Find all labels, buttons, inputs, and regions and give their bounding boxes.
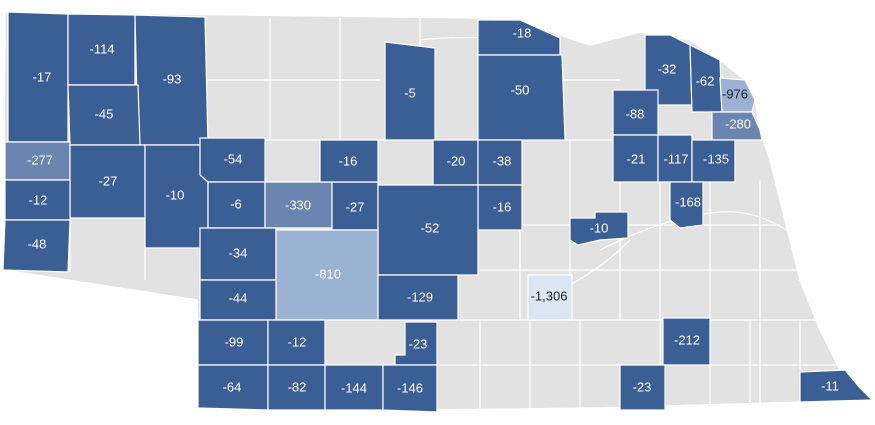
county-label-c40: -212 xyxy=(674,332,700,347)
county-label-c44: -146 xyxy=(397,380,423,395)
county-label-c14: -27 xyxy=(99,173,118,188)
county-c45[interactable] xyxy=(619,364,666,411)
county-label-c16: -48 xyxy=(28,236,47,251)
county-label-c34: -44 xyxy=(229,290,248,305)
county-label-c42: -82 xyxy=(288,379,307,394)
county-shapes xyxy=(2,11,874,413)
county-label-c17: -10 xyxy=(166,187,185,202)
county-label-c21: -27 xyxy=(346,199,365,214)
county-label-c39: -23 xyxy=(409,336,428,351)
county-label-c33: -810 xyxy=(315,266,341,281)
county-c7[interactable] xyxy=(477,54,566,141)
county-label-c36: -1,306 xyxy=(531,288,568,303)
county-label-c32: -34 xyxy=(229,245,248,260)
county-c29[interactable] xyxy=(691,139,736,183)
county-labels: -17 -114 -93 -45 -5 -18 -50 -32 -62 -976… xyxy=(27,25,839,395)
county-label-c6: -18 xyxy=(513,25,532,40)
county-c12[interactable] xyxy=(711,111,763,141)
county-label-c46: -11 xyxy=(821,378,839,393)
county-label-c15: -12 xyxy=(29,192,48,207)
county-label-c10: -976 xyxy=(722,86,748,101)
county-c46[interactable] xyxy=(799,369,874,403)
county-c16[interactable] xyxy=(2,219,71,273)
county-label-c4: -45 xyxy=(95,106,114,121)
county-label-c12: -280 xyxy=(725,116,751,131)
county-label-c43: -144 xyxy=(341,380,367,395)
county-c10[interactable] xyxy=(719,77,756,113)
county-label-c28: -117 xyxy=(663,151,688,166)
county-label-c19: -6 xyxy=(230,196,242,211)
county-label-c26: -52 xyxy=(421,220,440,235)
county-label-c7: -50 xyxy=(511,82,530,97)
county-c6[interactable] xyxy=(477,19,561,56)
county-c35[interactable] xyxy=(377,274,459,321)
county-label-c18: -54 xyxy=(224,151,243,166)
county-label-c23: -20 xyxy=(447,153,466,168)
county-label-c24: -38 xyxy=(493,153,512,168)
county-label-c31: -10 xyxy=(590,220,609,235)
county-c36[interactable] xyxy=(527,274,573,321)
county-label-c3: -93 xyxy=(163,71,182,86)
county-label-c30: -168 xyxy=(675,194,701,209)
county-label-c35: -129 xyxy=(407,289,433,304)
county-label-c9: -62 xyxy=(696,73,715,88)
county-label-c5: -5 xyxy=(404,85,416,100)
county-c40[interactable] xyxy=(662,317,711,366)
county-label-c13: -277 xyxy=(27,152,53,167)
county-label-c29: -135 xyxy=(703,151,729,166)
county-c22[interactable] xyxy=(319,139,379,183)
county-label-c41: -64 xyxy=(223,379,242,394)
county-label-c22: -16 xyxy=(339,153,358,168)
county-c44[interactable] xyxy=(382,364,438,413)
county-label-c1: -17 xyxy=(33,69,52,84)
county-label-c37: -99 xyxy=(225,334,244,349)
county-label-c45: -23 xyxy=(633,379,652,394)
county-label-c11: -88 xyxy=(626,106,645,121)
county-label-c38: -12 xyxy=(288,334,307,349)
county-c31[interactable] xyxy=(569,211,629,246)
county-label-c25: -16 xyxy=(493,199,512,214)
county-label-c8: -32 xyxy=(658,61,677,76)
county-c30[interactable] xyxy=(669,181,704,229)
county-label-c20: -330 xyxy=(285,197,311,212)
county-label-c27: -21 xyxy=(627,151,646,166)
county-label-c2: -114 xyxy=(89,41,114,56)
